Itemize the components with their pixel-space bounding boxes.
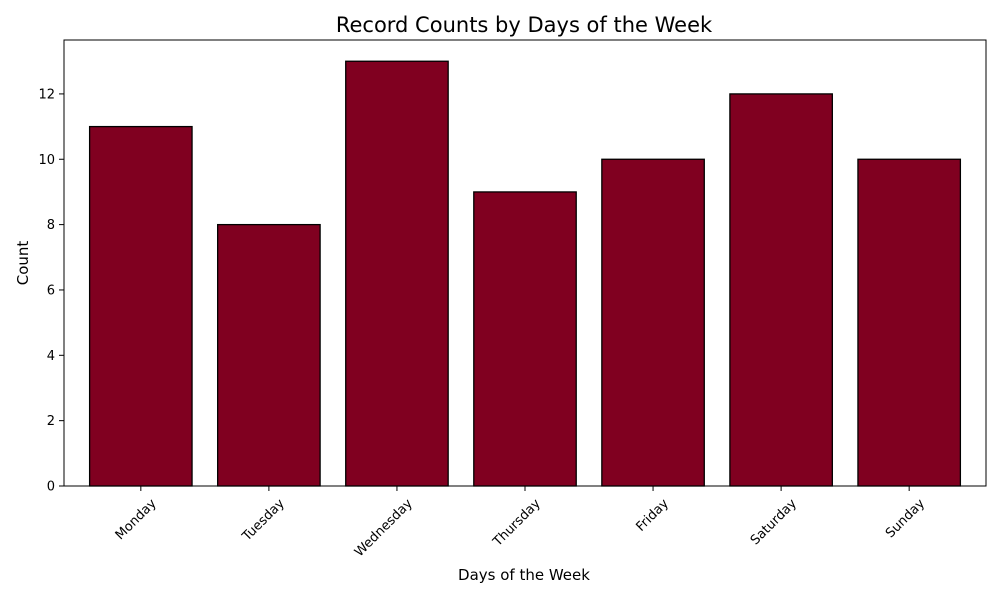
bar-monday	[88, 125, 193, 487]
y-tick-label: 10	[38, 153, 55, 168]
bar-friday	[601, 158, 705, 487]
y-axis-title: Count	[14, 241, 32, 286]
plot-frame	[63, 39, 987, 487]
bar-sunday	[857, 158, 962, 487]
y-tick-label: 0	[47, 480, 55, 495]
y-tick-label: 8	[47, 218, 55, 233]
y-tick-label: 2	[47, 414, 55, 429]
y-tick-label: 4	[47, 349, 55, 364]
x-tick-label: Wednesday	[352, 496, 416, 560]
bar-thursday	[473, 191, 577, 487]
bar-saturday	[729, 93, 833, 487]
y-tick-label: 6	[47, 283, 55, 298]
y-axis-ticks: 0 2 4 6 8 10 12	[38, 87, 64, 495]
x-axis-title: Days of the Week	[458, 566, 590, 584]
x-tick-label: Sunday	[883, 496, 928, 541]
bar-wednesday	[345, 60, 449, 487]
y-tick-label: 12	[38, 87, 55, 102]
x-tick-label: Friday	[633, 496, 672, 535]
bars-layer	[88, 60, 962, 487]
x-tick-label: Thursday	[490, 496, 544, 550]
x-tick-label: Saturday	[748, 496, 800, 548]
chart-title: Record Counts by Days of the Week	[336, 13, 713, 37]
x-axis-ticks: Monday Tuesday Wednesday Thursday Friday Satu…	[113, 486, 928, 560]
x-tick-label: Tuesday	[239, 496, 288, 545]
bar-tuesday	[217, 223, 321, 487]
x-tick-label: Monday	[113, 496, 160, 543]
